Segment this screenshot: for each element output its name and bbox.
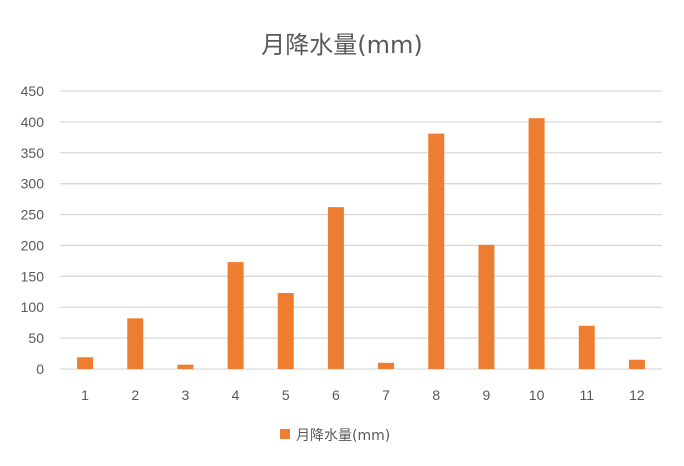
bar xyxy=(177,364,194,369)
legend-swatch xyxy=(280,429,290,439)
x-tick-label: 5 xyxy=(282,387,290,403)
chart-title: 月降水量(mm) xyxy=(261,31,422,59)
y-tick-label: 450 xyxy=(21,83,45,99)
bar xyxy=(478,244,495,369)
x-tick-label: 10 xyxy=(529,387,545,403)
bar xyxy=(428,133,445,369)
y-tick-label: 200 xyxy=(21,237,45,253)
bar xyxy=(277,293,294,369)
x-tick-label: 2 xyxy=(131,387,139,403)
x-tick-label: 12 xyxy=(629,387,645,403)
y-tick-label: 400 xyxy=(21,114,45,130)
y-tick-label: 100 xyxy=(21,299,45,315)
x-tick-label: 1 xyxy=(81,387,89,403)
x-tick-label: 11 xyxy=(579,387,594,403)
bar xyxy=(127,318,144,369)
y-tick-label: 50 xyxy=(28,330,44,346)
legend: 月降水量(mm) xyxy=(280,428,390,444)
bar xyxy=(528,118,545,369)
y-tick-label: 150 xyxy=(21,268,45,284)
y-tick-label: 0 xyxy=(36,361,44,377)
bar xyxy=(628,359,645,369)
y-tick-label: 300 xyxy=(21,176,45,192)
bar xyxy=(378,362,395,369)
bar xyxy=(227,262,244,369)
bar xyxy=(327,207,344,369)
x-tick-label: 6 xyxy=(332,387,340,403)
y-tick-label: 350 xyxy=(21,145,45,161)
legend-label: 月降水量(mm) xyxy=(296,428,390,444)
y-tick-label: 250 xyxy=(21,207,45,223)
x-tick-label: 8 xyxy=(432,387,440,403)
bar xyxy=(578,325,595,369)
bar xyxy=(77,357,94,369)
x-tick-label: 9 xyxy=(483,387,491,403)
x-tick-label: 4 xyxy=(232,387,240,403)
x-tick-label: 3 xyxy=(182,387,190,403)
x-tick-label: 7 xyxy=(382,387,390,403)
